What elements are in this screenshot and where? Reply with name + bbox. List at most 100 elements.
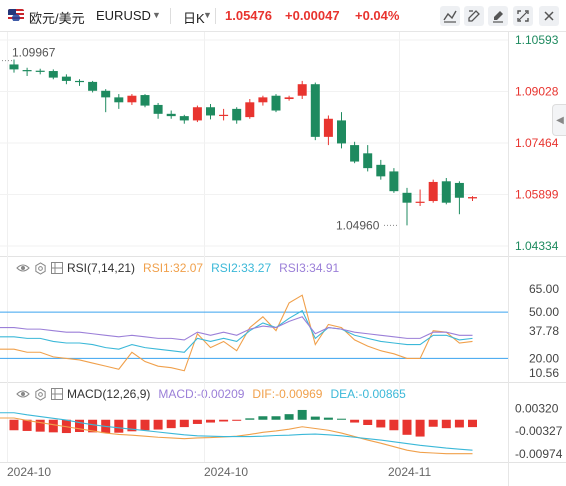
y-tick-label: 1.04334	[515, 239, 559, 253]
last-price: 1.05476	[225, 8, 272, 23]
macd-y-tick-label: -0.00974	[515, 447, 563, 461]
eye-icon[interactable]	[16, 262, 30, 274]
settings-icon[interactable]	[34, 387, 47, 401]
y-tick-label: 1.10593	[515, 33, 559, 47]
high-label: 1.09967	[12, 46, 56, 60]
candle-body	[192, 107, 202, 121]
macd-bar	[9, 419, 19, 431]
pen-icon[interactable]	[488, 6, 508, 26]
dea-value: DEA:-0.00865	[330, 387, 406, 401]
macd-bar	[88, 419, 98, 433]
macd-bar	[219, 419, 229, 422]
rsi-series-line	[0, 309, 473, 353]
caret-down-icon[interactable]: ▼	[152, 10, 161, 20]
candle-body	[127, 95, 137, 103]
macd-series-line	[0, 412, 473, 451]
candle-body	[350, 145, 360, 162]
symbol-name[interactable]: 欧元/美元	[29, 11, 85, 26]
rsi-y-tick-label: 50.00	[529, 305, 559, 319]
macd-bar	[415, 419, 425, 437]
chart-toolbar: 欧元/美元 EURUSD ▼ 日K ▼ 1.05476 +0.00047 +0.…	[0, 0, 566, 32]
period-selector[interactable]: 日K	[183, 11, 205, 26]
dif-value: DIF:-0.00969	[252, 387, 323, 401]
macd-bar	[22, 419, 32, 431]
macd-bar	[114, 419, 124, 433]
expand-sidebar-icon[interactable]: ◀	[552, 104, 566, 136]
macd-bar	[284, 414, 294, 420]
candle-body	[428, 181, 438, 202]
candle-body	[454, 182, 464, 198]
candle-body	[402, 192, 412, 203]
macd-bar	[389, 419, 399, 431]
flag-icon	[8, 9, 24, 21]
macd-bar	[271, 416, 281, 420]
rsi-y-tick-label: 10.56	[529, 366, 559, 380]
rsi1-value: RSI1:32.07	[143, 261, 204, 275]
macd-bar	[363, 419, 373, 425]
candle-body	[363, 153, 373, 169]
candle-body	[245, 102, 255, 118]
candle-body	[323, 118, 333, 137]
candle-body	[166, 113, 176, 117]
candle-body	[337, 120, 346, 144]
eye-icon[interactable]	[16, 388, 30, 400]
price-change-percent: +0.04%	[355, 8, 400, 23]
draw-line-icon[interactable]	[440, 6, 460, 26]
macd-bar	[468, 419, 477, 428]
x-tick-label: 2024-11	[388, 465, 431, 479]
indicator-menu-icon[interactable]	[51, 388, 63, 400]
candle-body	[376, 164, 386, 177]
macd-bar	[61, 419, 71, 434]
macd-bar	[258, 416, 268, 420]
symbol-code[interactable]: EURUSD	[96, 8, 151, 23]
candle-body	[219, 114, 229, 117]
indicator-menu-icon[interactable]	[51, 262, 63, 274]
rsi-legend: RSI(7,14,21) RSI1:32.07 RSI2:33.27 RSI3:…	[0, 259, 347, 277]
macd-bar	[192, 419, 202, 424]
caret-down-icon[interactable]: ▼	[203, 10, 212, 20]
candle-body	[206, 107, 215, 116]
fullscreen-icon[interactable]	[513, 6, 533, 26]
macd-series-line	[0, 417, 473, 455]
macd-indicator-label[interactable]: MACD(12,26,9)	[67, 387, 151, 401]
candle-body	[258, 97, 268, 103]
rsi-y-tick-label: 65.00	[529, 282, 559, 296]
macd-bar	[323, 417, 333, 420]
macd-y-tick-label: 0.00320	[515, 402, 559, 416]
macd-bar	[140, 419, 150, 431]
candle-body	[441, 181, 451, 203]
macd-bar	[402, 419, 412, 435]
y-tick-label: 1.05899	[515, 187, 559, 201]
toolbar-divider	[170, 8, 171, 24]
x-tick-label: 2024-10	[7, 465, 51, 479]
candle-body	[271, 95, 281, 111]
candle-body	[88, 81, 98, 91]
rsi-indicator-label[interactable]: RSI(7,14,21)	[67, 261, 136, 275]
candle-body	[232, 108, 242, 121]
macd-bar	[441, 419, 451, 429]
rsi-series-line	[0, 294, 473, 372]
macd-bar	[232, 419, 242, 421]
macd-bar	[75, 419, 84, 432]
candle-body	[284, 97, 294, 100]
macd-bar	[127, 419, 137, 432]
macd-bar	[166, 419, 176, 429]
candle-body	[468, 197, 477, 199]
macd-bar	[35, 419, 45, 432]
macd-bar	[310, 416, 320, 420]
candle-body	[114, 97, 124, 103]
rsi3-value: RSI3:34.91	[279, 261, 340, 275]
macd-bar	[245, 418, 255, 420]
macd-value: MACD:-0.00209	[158, 387, 245, 401]
candle-body	[415, 201, 425, 203]
candle-body	[35, 70, 45, 72]
macd-y-tick-label: -0.00327	[515, 424, 563, 438]
toolbar-divider	[215, 8, 216, 24]
macd-bar	[337, 418, 346, 420]
draw-tools-icon[interactable]	[464, 6, 484, 26]
macd-legend: MACD(12,26,9) MACD:-0.00209 DIF:-0.00969…	[0, 385, 414, 403]
settings-icon[interactable]	[34, 261, 47, 275]
close-icon[interactable]	[539, 6, 559, 26]
y-tick-label: 1.07464	[515, 136, 559, 150]
